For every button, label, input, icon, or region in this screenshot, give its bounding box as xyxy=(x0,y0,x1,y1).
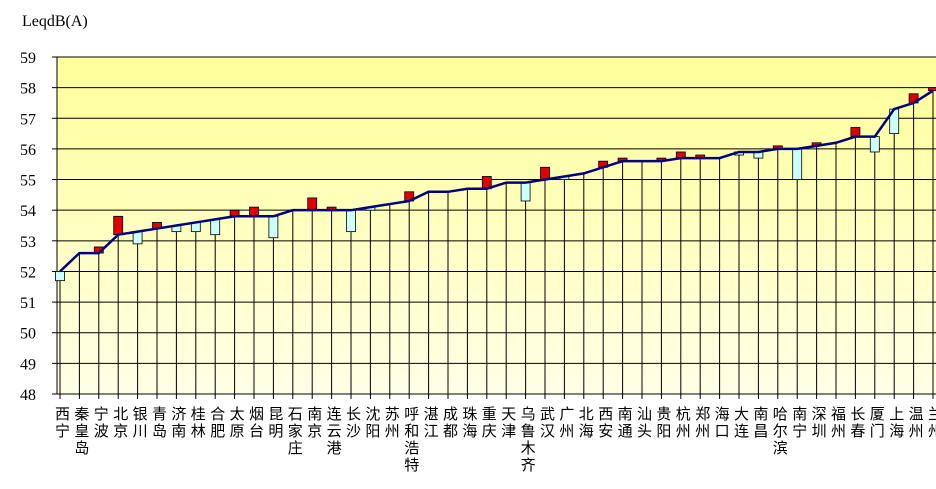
down-bar xyxy=(210,218,221,236)
x-tick-label: 湛江 xyxy=(422,406,439,440)
x-tick-label: 银川 xyxy=(131,406,148,440)
y-tick-label: 56 xyxy=(20,142,36,159)
x-tick-label: 呼和浩特 xyxy=(402,406,419,474)
down-bar xyxy=(520,182,531,202)
x-tick-label: 连云港 xyxy=(325,406,342,457)
y-tick-label: 50 xyxy=(20,326,36,343)
y-tick-label: 59 xyxy=(20,50,36,67)
x-tick-label: 汕头 xyxy=(635,406,652,440)
y-tick-label: 53 xyxy=(20,234,36,251)
x-tick-label: 西安 xyxy=(596,406,613,440)
y-tick-label: 58 xyxy=(20,81,36,98)
x-tick-label: 温州 xyxy=(907,406,924,440)
x-tick-label: 宁波 xyxy=(92,406,109,440)
x-tick-label: 济南 xyxy=(169,406,186,440)
x-tick-label: 南京 xyxy=(305,406,322,440)
down-bar xyxy=(55,271,65,282)
y-tick-label: 51 xyxy=(20,295,36,312)
x-tick-label: 南昌 xyxy=(751,406,768,440)
x-tick-label: 烟台 xyxy=(247,406,264,440)
x-tick-label: 北海 xyxy=(577,406,594,440)
up-bar xyxy=(249,206,259,217)
x-tick-label: 广州 xyxy=(557,406,574,440)
x-tick-label: 西宁 xyxy=(53,406,70,440)
down-bar xyxy=(346,209,356,233)
x-tick-label: 昆明 xyxy=(266,406,282,440)
x-tick-label: 成都 xyxy=(441,406,458,440)
x-tick-label: 福州 xyxy=(829,406,846,440)
x-tick-label: 天津 xyxy=(499,406,516,440)
y-tick-label: 52 xyxy=(20,264,36,281)
x-tick-label: 乌鲁木齐 xyxy=(519,406,536,474)
x-tick-label: 青岛 xyxy=(150,406,167,440)
y-tick-label: 54 xyxy=(20,203,36,220)
x-tick-label: 厦门 xyxy=(868,406,885,440)
up-bar xyxy=(850,127,861,138)
y-axis-label: LeqdB(A) xyxy=(22,13,88,30)
x-tick-label: 太原 xyxy=(228,406,245,440)
x-tick-label: 重庆 xyxy=(480,406,497,440)
x-tick-label: 上海 xyxy=(887,406,904,440)
x-tick-label: 兰州 xyxy=(926,406,936,440)
x-tick-label: 贵阳 xyxy=(654,406,671,440)
y-tick-label: 55 xyxy=(20,173,36,190)
down-bar xyxy=(132,231,143,245)
x-tick-label: 桂林 xyxy=(189,406,206,440)
x-tick-label: 南通 xyxy=(616,406,633,440)
down-bar xyxy=(268,215,279,239)
x-tick-label: 石家庄 xyxy=(286,406,303,457)
up-bar xyxy=(307,197,318,211)
x-tick-label: 南宁 xyxy=(790,406,807,440)
y-tick-label: 48 xyxy=(20,387,36,404)
x-tick-label: 长春 xyxy=(848,406,865,440)
x-tick-label: 杭州 xyxy=(674,406,691,440)
x-tick-label: 北京 xyxy=(111,406,128,440)
x-tick-label: 大连 xyxy=(732,406,749,440)
down-bar xyxy=(792,148,803,180)
x-tick-label: 深圳 xyxy=(810,406,827,440)
x-tick-label: 武汉 xyxy=(538,406,555,440)
x-tick-label: 长沙 xyxy=(344,406,361,440)
down-bar xyxy=(869,136,880,153)
x-tick-label: 沈阳 xyxy=(363,406,380,440)
x-tick-label: 合肥 xyxy=(208,406,225,440)
up-bar xyxy=(113,215,124,236)
y-tick-label: 49 xyxy=(20,356,36,373)
x-tick-label: 秦皇岛 xyxy=(72,406,89,457)
x-tick-label: 哈尔滨 xyxy=(771,406,788,457)
line xyxy=(59,89,934,273)
x-tick-label: 苏州 xyxy=(383,406,400,440)
up-bar xyxy=(540,166,550,180)
x-tick-label: 海口 xyxy=(713,406,730,440)
plot-area xyxy=(57,57,936,394)
x-tick-label: 珠海 xyxy=(460,406,477,440)
x-tick-label: 郑州 xyxy=(693,406,710,440)
y-tick-label: 57 xyxy=(20,111,36,128)
